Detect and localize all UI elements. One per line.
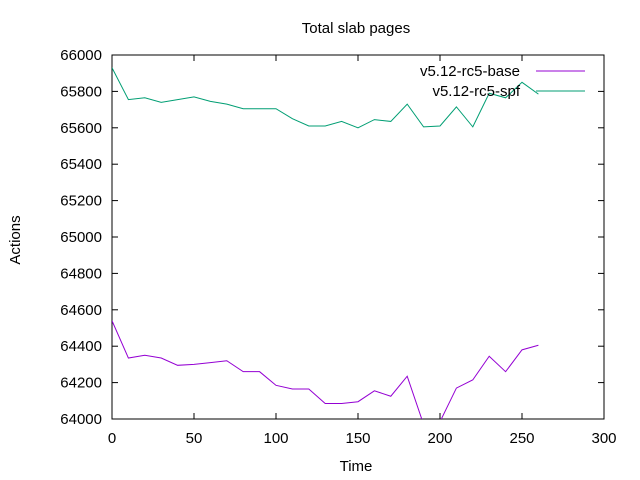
y-tick-label: 64400 [60,338,102,355]
y-tick-label: 66000 [60,47,102,64]
y-tick-label: 65800 [60,83,102,100]
series-line-0 [112,320,539,419]
y-tick-label: 64600 [60,302,102,319]
y-tick-label: 65200 [60,193,102,210]
chart-title: Total slab pages [302,20,410,37]
x-tick-label: 150 [345,430,370,447]
x-tick-label: 300 [591,430,616,447]
series-lines [112,67,539,419]
y-tick-label: 65000 [60,229,102,246]
y-tick-label: 65400 [60,156,102,173]
legend-label-1: v5.12-rc5-spf [432,83,520,100]
legend: v5.12-rc5-base v5.12-rc5-spf [420,63,585,100]
axis-ticks: 0 50 100 150 200 250 300 64000 64200 64400 64600 64… [60,47,616,447]
x-axis-label: Time [340,458,373,475]
x-tick-label: 100 [263,430,288,447]
legend-label-0: v5.12-rc5-base [420,63,520,80]
y-tick-label: 65600 [60,120,102,137]
x-tick-label: 50 [186,430,203,447]
y-axis-label: Actions [7,215,24,264]
x-tick-label: 250 [509,430,534,447]
y-tick-label: 64200 [60,375,102,392]
x-tick-label: 200 [427,430,452,447]
series-line-1 [112,67,539,129]
x-tick-label: 0 [108,430,116,447]
y-tick-label: 64800 [60,265,102,282]
y-tick-label: 64000 [60,411,102,428]
